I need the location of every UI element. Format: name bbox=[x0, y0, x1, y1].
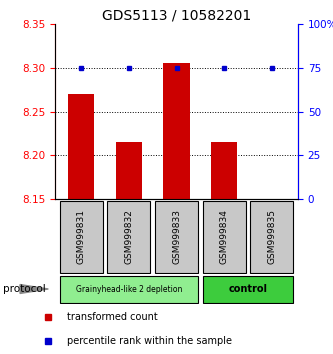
Text: transformed count: transformed count bbox=[67, 313, 158, 322]
Title: GDS5113 / 10582201: GDS5113 / 10582201 bbox=[102, 9, 251, 23]
Text: Grainyhead-like 2 depletion: Grainyhead-like 2 depletion bbox=[76, 285, 182, 293]
Text: GSM999833: GSM999833 bbox=[172, 209, 181, 264]
Text: GSM999835: GSM999835 bbox=[267, 209, 276, 264]
Bar bbox=[116, 142, 142, 199]
Text: GSM999832: GSM999832 bbox=[124, 209, 133, 264]
Polygon shape bbox=[20, 285, 48, 293]
Text: protocol: protocol bbox=[3, 284, 46, 294]
Bar bbox=[60, 275, 198, 303]
Bar bbox=[203, 275, 293, 303]
Bar bbox=[60, 200, 103, 273]
Text: GSM999831: GSM999831 bbox=[77, 209, 86, 264]
Bar bbox=[155, 200, 198, 273]
Text: percentile rank within the sample: percentile rank within the sample bbox=[67, 336, 232, 347]
Bar bbox=[211, 142, 237, 199]
Bar bbox=[68, 94, 94, 199]
Bar bbox=[250, 200, 293, 273]
Bar bbox=[164, 63, 189, 199]
Text: control: control bbox=[228, 284, 267, 294]
Bar bbox=[203, 200, 246, 273]
Text: GSM999834: GSM999834 bbox=[220, 209, 229, 264]
Bar bbox=[108, 200, 150, 273]
